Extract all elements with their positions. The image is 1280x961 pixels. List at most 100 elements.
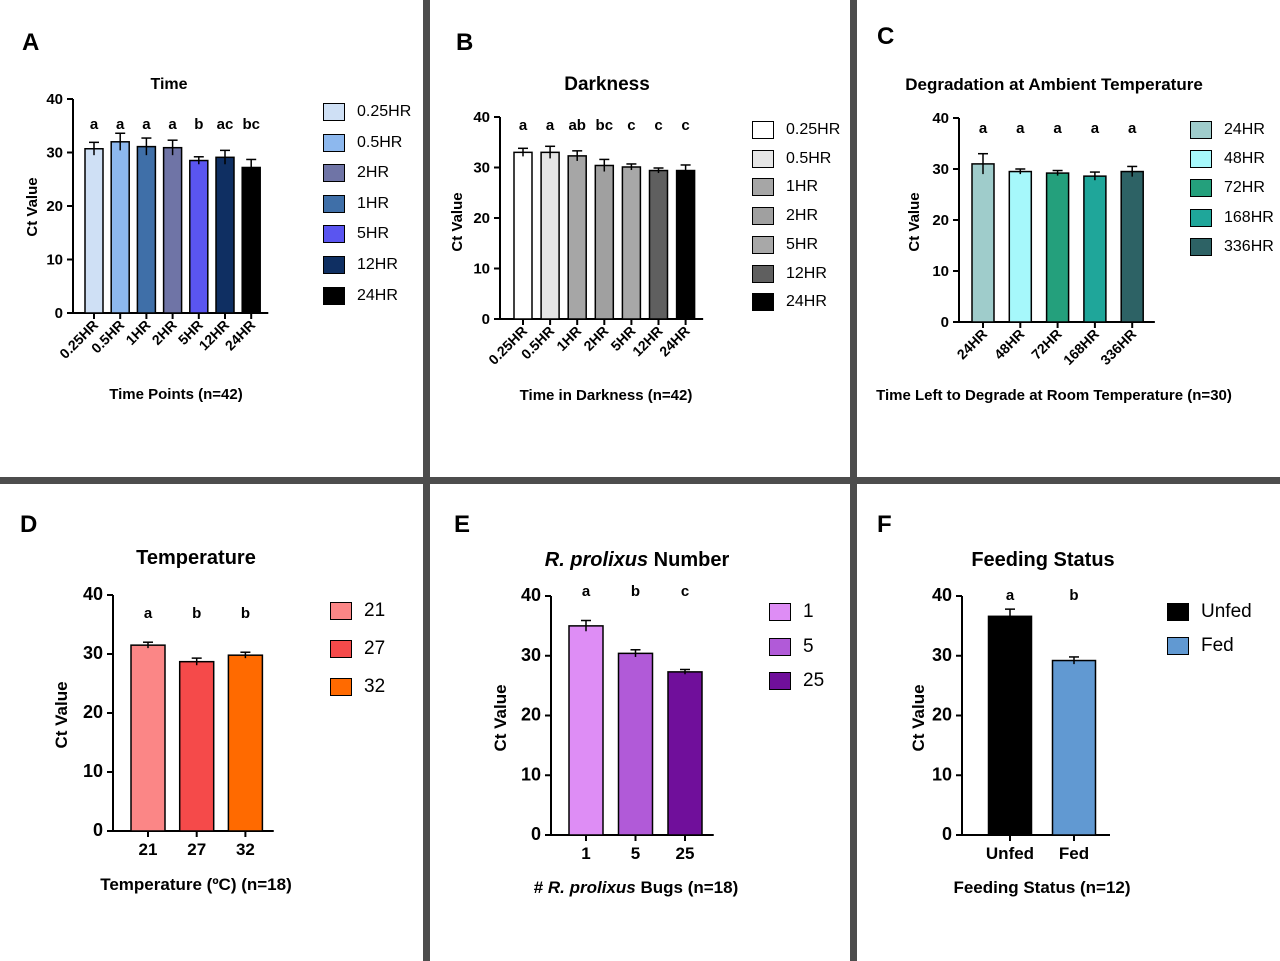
x-tick-label: 27 [187, 840, 206, 859]
bar [1083, 175, 1107, 323]
chart-title: Darkness [564, 74, 650, 95]
legend-item: 5 [769, 636, 814, 658]
legend-item: 2HR [323, 162, 389, 184]
legend-swatch [752, 149, 774, 168]
legend-label: Unfed [1201, 601, 1252, 622]
legend-swatch [752, 178, 774, 197]
legend-swatch [1190, 237, 1212, 256]
significance-label: a [979, 120, 988, 137]
panel-letter-f: F [877, 511, 892, 538]
y-tick-label: 0 [93, 820, 103, 840]
significance-label: a [90, 116, 99, 133]
legend-swatch [323, 256, 345, 274]
legend-swatch [1167, 603, 1189, 621]
chart-title: Temperature [136, 547, 256, 569]
legend-label: 336HR [1224, 237, 1274, 255]
x-tick-label: 25 [676, 844, 695, 863]
legend-swatch [769, 637, 791, 656]
legend-swatch [330, 640, 352, 658]
bar [1120, 170, 1144, 323]
x-tick-label: 336HR [1097, 326, 1139, 368]
legend-label: 24HR [357, 286, 398, 304]
x-tick-label: 24HR [656, 323, 693, 360]
bar [1051, 659, 1097, 836]
y-axis-label: Ct Value [906, 192, 923, 251]
legend-swatch [323, 103, 345, 121]
legend-item: 168HR [1190, 207, 1274, 229]
significance-label: ab [568, 117, 586, 134]
legend-item: 1HR [323, 193, 389, 215]
legend-item: 32 [330, 676, 385, 698]
legend-label: 24HR [786, 293, 827, 311]
legend-swatch [752, 121, 774, 139]
legend-label: 5HR [786, 235, 819, 253]
significance-label: a [116, 116, 125, 133]
chart-title: Time [150, 76, 187, 93]
x-tick-label: 2HR [580, 323, 611, 354]
chart-e-svg: E R. prolixus Number Ct Value # R. proli… [454, 511, 738, 897]
y-tick-label: 0 [55, 305, 63, 322]
chart-panel-f: F Feeding Status Ct Value Feeding Status… [857, 484, 1280, 961]
significance-label: bc [242, 116, 260, 133]
chart-panel-b: B Darkness Ct Value Time in Darkness (n=… [430, 0, 850, 477]
bar [110, 141, 130, 314]
legend-label: 72HR [1224, 179, 1265, 197]
legend-item: 336HR [1190, 236, 1274, 258]
significance-label: a [519, 117, 528, 134]
legend-item: Unfed [1167, 601, 1252, 623]
legend-label: 27 [364, 638, 386, 659]
x-tick-label: 1HR [122, 317, 153, 348]
legend-item: 24HR [1190, 119, 1265, 141]
legend-swatch [769, 672, 791, 690]
y-axis-label: Ct Value [909, 684, 928, 751]
y-axis-label: Ct Value [449, 192, 466, 251]
y-tick-label: 10 [932, 263, 949, 280]
bar [1045, 172, 1070, 323]
significance-label: a [546, 117, 555, 134]
legend-item: 24HR [752, 291, 827, 313]
y-tick-label: 20 [932, 705, 952, 725]
legend-label: 2HR [357, 164, 390, 182]
chart-title: Feeding Status [971, 549, 1114, 571]
significance-label: b [1069, 587, 1078, 604]
panel-letter-c: C [877, 23, 894, 50]
legend-item: 1HR [752, 176, 818, 198]
bar [513, 151, 533, 320]
legend-swatch [323, 225, 345, 244]
significance-label: b [241, 605, 250, 622]
legend-item: 1 [769, 601, 814, 623]
significance-label: a [142, 116, 151, 133]
legend-label: 0.25HR [357, 103, 412, 120]
significance-label: c [681, 583, 689, 600]
significance-label: c [627, 117, 635, 134]
bar [1008, 170, 1033, 323]
y-tick-label: 10 [46, 252, 63, 269]
x-tick-label: 1HR [553, 323, 584, 354]
legend-item: 5HR [323, 223, 389, 245]
x-axis-label: Time in Darkness (n=42) [520, 387, 693, 404]
x-axis-label: Feeding Status (n=12) [953, 878, 1130, 897]
legend-label: 21 [364, 600, 386, 621]
legend-item: 48HR [1190, 148, 1265, 170]
bar [84, 148, 104, 314]
significance-label: bc [596, 117, 614, 134]
legend-item: 0.25HR [752, 119, 840, 141]
legend-label: 24HR [1224, 121, 1265, 138]
significance-label: a [168, 116, 177, 133]
legend-swatch [323, 194, 345, 213]
x-axis-label: Time Points (n=42) [109, 386, 243, 403]
significance-label: a [1006, 587, 1015, 604]
x-tick-label: 48HR [991, 326, 1028, 363]
significance-label: a [1128, 120, 1137, 137]
legend-item: 0.5HR [323, 132, 402, 154]
y-tick-label: 20 [473, 210, 490, 227]
chart-panel-c: C Degradation at Ambient Temperature Ct … [857, 0, 1280, 477]
chart-panel-d: D Temperature Ct Value Temperature (ºC) … [0, 484, 423, 961]
x-axis-label: Temperature (ºC) (n=18) [100, 875, 292, 894]
bar [568, 625, 604, 836]
chart-b-svg: B Darkness Ct Value Time in Darkness (n=… [449, 29, 704, 404]
chart-a-svg: A Time Ct Value Time Points (n=42) 0 10 20… [22, 29, 269, 403]
panel-letter-d: D [20, 511, 37, 538]
significance-label: b [631, 583, 640, 600]
y-tick-label: 30 [932, 645, 952, 665]
